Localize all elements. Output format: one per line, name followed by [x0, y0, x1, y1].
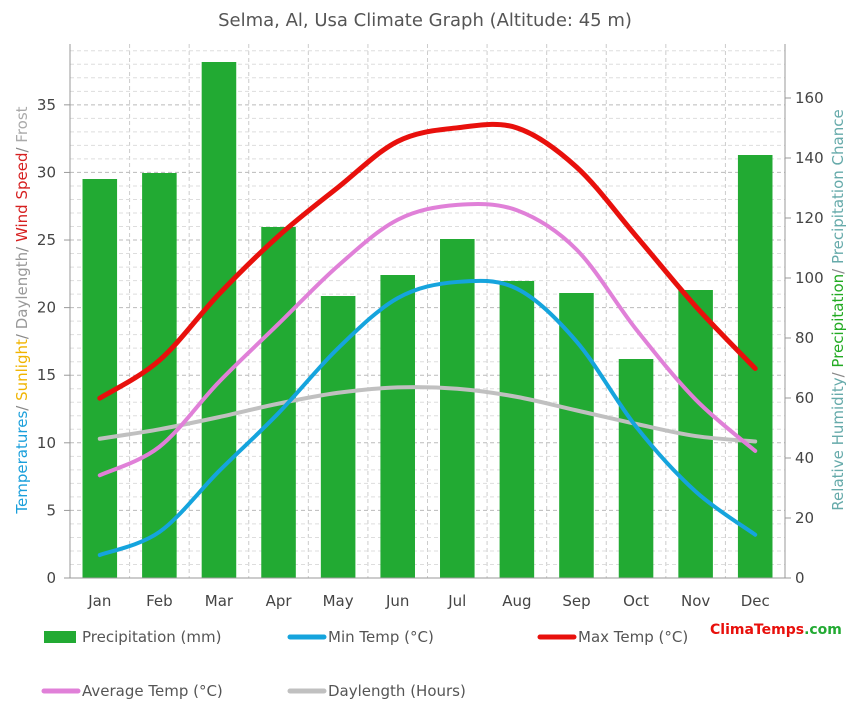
- left-tick-label: 0: [46, 569, 56, 587]
- x-tick-label-apr: Apr: [266, 592, 293, 610]
- x-tick-label-aug: Aug: [502, 592, 531, 610]
- left-tick-label: 10: [37, 434, 56, 452]
- axis-label-part: /: [13, 329, 31, 339]
- legend: Precipitation (mm) Min Temp (°C) Max Temp …: [41, 628, 688, 700]
- axis-label-part: /: [13, 401, 31, 411]
- right-tick-label: 0: [795, 569, 805, 587]
- right-tick-label: 160: [795, 89, 824, 107]
- chart-title: Selma, Al, Usa Climate Graph (Altitude: …: [218, 10, 632, 31]
- x-tick-label-dec: Dec: [741, 592, 770, 610]
- x-tick-label-may: May: [323, 592, 354, 610]
- average-temp-c-line: [97, 201, 758, 478]
- precipitation-bar-mar: [201, 62, 237, 578]
- left-tick-label: 25: [37, 231, 56, 249]
- right-tick-label: 100: [795, 269, 824, 287]
- x-tick-label-sep: Sep: [562, 592, 590, 610]
- axis-label-part: Wind Speed: [13, 153, 31, 243]
- right-tick-label: 20: [795, 509, 814, 527]
- precipitation-bar-jun: [380, 275, 415, 578]
- legend-swatch-precipitation-mm: [44, 631, 76, 643]
- axis-label-part: Frost: [13, 106, 31, 142]
- legend-label-max-temp-c: Max Temp (°C): [578, 628, 688, 646]
- right-tick-label: 80: [795, 329, 814, 347]
- right-axis-ticks: 0 20 40 60 80 100 120 140 160: [785, 89, 824, 587]
- legend-label-min-temp-c: Min Temp (°C): [328, 628, 434, 646]
- axis-label-part: /: [829, 368, 847, 378]
- legend-label-average-temp-c: Average Temp (°C): [82, 682, 223, 700]
- right-tick-label: 120: [795, 209, 824, 227]
- precipitation-bars: [82, 62, 773, 578]
- axis-label-part: Precipitation Chance: [829, 109, 847, 264]
- x-tick-label-jan: Jan: [87, 592, 111, 610]
- precipitation-bar-oct: [618, 359, 654, 578]
- daylength-hours-line: [97, 385, 758, 444]
- left-tick-label: 20: [37, 299, 56, 317]
- x-tick-label-jun: Jun: [385, 592, 409, 610]
- precipitation-bar-aug: [499, 281, 535, 578]
- axis-label-part: Sunlight: [13, 339, 31, 401]
- left-tick-label: 15: [37, 366, 56, 384]
- x-tick-label-feb: Feb: [146, 592, 173, 610]
- left-tick-label: 35: [37, 96, 56, 114]
- right-tick-label: 40: [795, 449, 814, 467]
- axis-label-part: Daylength: [13, 252, 31, 329]
- temperature-lines: [97, 121, 758, 558]
- left-tick-label: 30: [37, 163, 56, 181]
- x-tick-label-oct: Oct: [623, 592, 649, 610]
- right-tick-label: 140: [795, 149, 824, 167]
- precipitation-bar-feb: [142, 173, 177, 578]
- precipitation-bar-jan: [82, 179, 118, 578]
- axis-label-part: /: [829, 264, 847, 274]
- left-axis-label: Temperatures/ Sunlight/ Daylength/ Wind …: [13, 106, 31, 514]
- right-axis-label: Relative Humidity/ Precipitation/ Precip…: [829, 109, 847, 510]
- left-tick-label: 5: [46, 501, 56, 519]
- axis-label-part: Temperatures: [13, 411, 31, 515]
- min-temp-c-line: [97, 278, 758, 558]
- x-tick-label-nov: Nov: [681, 592, 710, 610]
- precipitation-bar-jul: [440, 239, 475, 578]
- grid: [69, 44, 786, 578]
- axis-label-part: /: [13, 242, 31, 252]
- legend-label-daylength-hours: Daylength (Hours): [328, 682, 466, 700]
- axis-label-part: Precipitation: [829, 274, 847, 368]
- axis-label-part: /: [13, 143, 31, 153]
- legend-label-precipitation-mm: Precipitation (mm): [82, 628, 221, 646]
- left-axis-ticks: 0 5 10 15 20 25 30 35: [37, 96, 70, 587]
- precipitation-bar-may: [320, 296, 356, 578]
- axes: [69, 44, 786, 579]
- max-temp-c-line: [97, 121, 758, 401]
- climatemps-logo[interactable]: ClimaTemps.com: [710, 622, 842, 638]
- x-tick-label-jul: Jul: [447, 592, 466, 610]
- axis-label-part: Relative Humidity: [829, 377, 847, 510]
- right-tick-label: 60: [795, 389, 814, 407]
- x-tick-label-mar: Mar: [205, 592, 234, 610]
- x-axis-ticks: Jan Feb Mar Apr May Jun Jul Aug Sep Oct Nov Dec: [87, 592, 769, 610]
- precipitation-bar-sep: [559, 293, 594, 578]
